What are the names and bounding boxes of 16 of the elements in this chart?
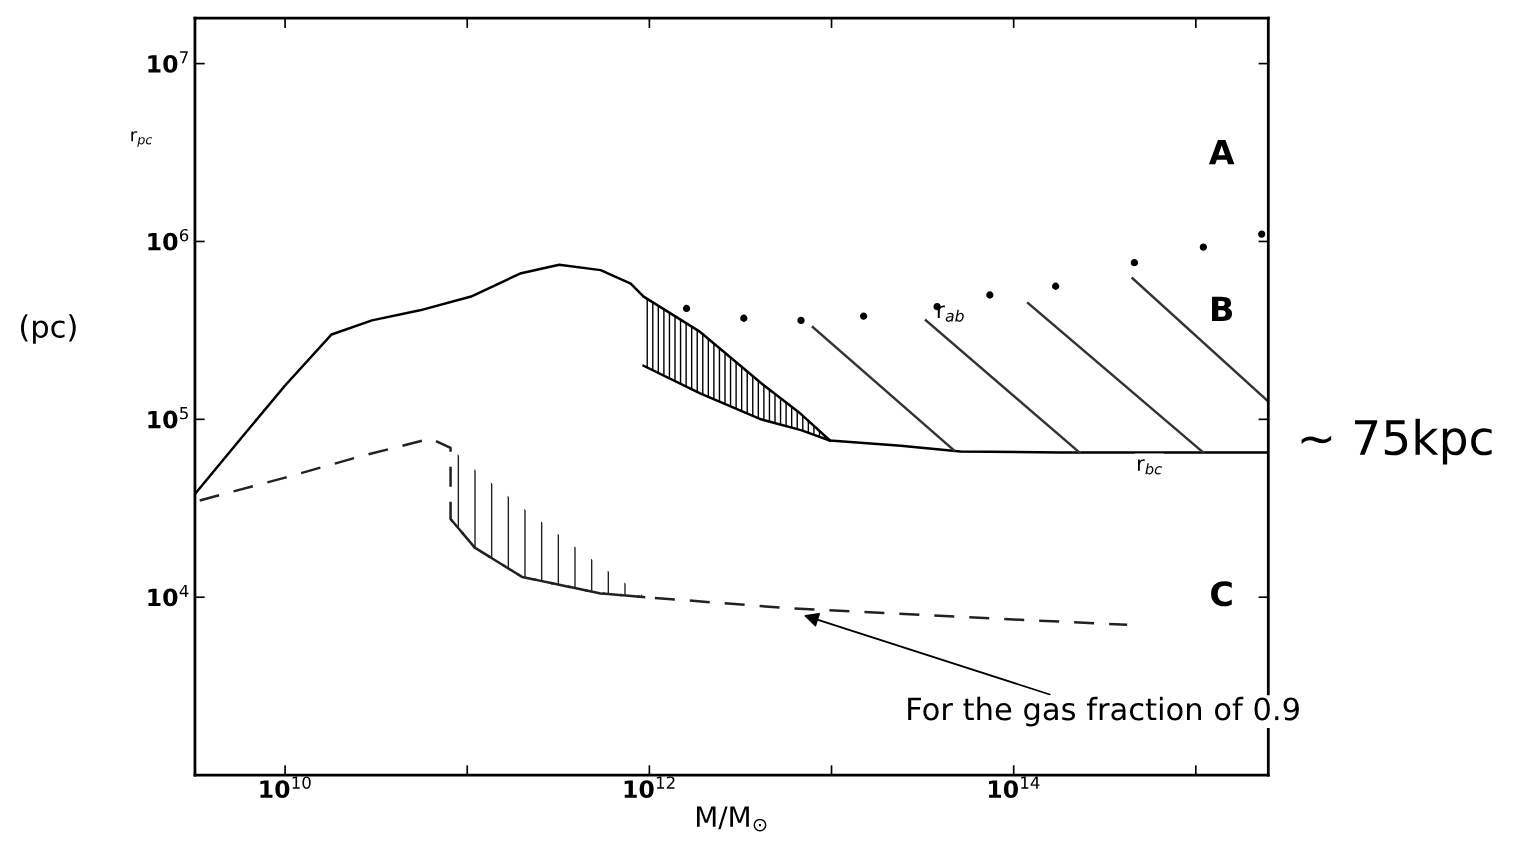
y-tick-label: 10$^{6}$ [148,228,189,251]
y-axis-title: r$_{pc}$ [131,131,153,147]
x-tick-label: 10$^{14}$ [988,776,1040,799]
text: ~ 75kpc [1301,418,1492,465]
y-tick-label: 10$^{7}$ [148,51,188,73]
x-axis-title: M/M$_{⊙}$ [696,806,767,832]
annotation: For the gas fraction of 0.9 [908,696,1299,727]
annotation: r$_{bc}$ [1137,459,1162,475]
annotation: C [1211,581,1232,607]
annotation: A [1208,139,1235,165]
x-tick-label: 10$^{10}$ [260,776,311,799]
text: (pc) [20,314,76,344]
annotation: B [1212,296,1233,321]
y-tick-label: 10$^{5}$ [148,407,188,429]
x-tick-label: 10$^{12}$ [624,776,675,799]
y-tick-label: 10$^{4}$ [148,584,189,607]
